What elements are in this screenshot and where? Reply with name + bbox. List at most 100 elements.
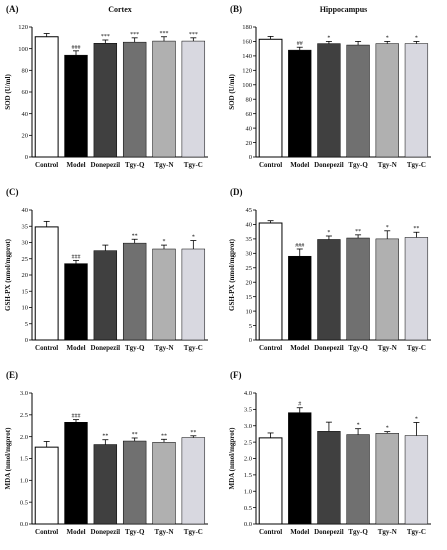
y-tick-label: 40 <box>246 125 253 132</box>
bar-model <box>288 255 312 341</box>
x-tick-label: Tgy-Q <box>348 528 368 536</box>
y-tick-label: 0 <box>25 154 28 161</box>
significance-label: * <box>163 239 166 245</box>
chart-panel-6: (F) MDA (nmol/mgprot) 0.0 0.5 1.0 1.5 2.0 2.5 3.… <box>228 370 431 536</box>
bar-control <box>258 437 283 525</box>
y-axis-label: SOD (U/ml) <box>4 74 12 110</box>
x-tick-label: Tgy-N <box>378 344 397 352</box>
bar-tgy-c <box>181 437 206 525</box>
y-tick-label: 10 <box>22 305 29 312</box>
y-tick-label: 60 <box>246 111 253 118</box>
y-tick-label: 5 <box>25 321 28 328</box>
significance-label: *** <box>130 32 139 38</box>
significance-label: ** <box>102 434 108 440</box>
x-tick-label: Tgy-Q <box>125 528 145 536</box>
x-tick-label: Control <box>259 161 282 169</box>
y-tick-label: 3.5 <box>244 407 252 414</box>
x-tick-label: Donepezil <box>314 161 344 169</box>
bar-model <box>288 49 312 158</box>
chart-panel-4: (D) GSH-PX (nmol/mgprot) 0 5 10 15 20 25 30 35 40 4… <box>228 187 431 352</box>
bar-donepezil <box>317 431 341 525</box>
x-tick-label: Control <box>259 528 282 536</box>
y-tick-label: 20 <box>246 279 253 286</box>
bar-tgy-q <box>122 440 147 525</box>
x-tick-label: Control <box>35 344 58 352</box>
chart-title: Cortex <box>108 5 132 14</box>
x-tick-label: Tgy-Q <box>348 344 368 352</box>
y-tick-label: 2.0 <box>20 434 28 441</box>
x-tick-label: Model <box>66 344 85 352</box>
significance-label: * <box>192 235 195 241</box>
x-tick-label: Donepezil <box>314 344 344 352</box>
bar-tgy-q <box>346 44 370 158</box>
significance-label: * <box>357 423 360 429</box>
y-tick-label: 80 <box>246 96 253 103</box>
y-tick-label: 60 <box>22 89 29 96</box>
x-tick-label: Donepezil <box>91 528 121 536</box>
y-tick-label: 2.5 <box>20 412 28 419</box>
x-tick-label: Model <box>290 161 309 169</box>
x-tick-label: Tgy-N <box>154 161 173 169</box>
significance-label: ** <box>161 433 167 439</box>
y-tick-label: 1.5 <box>244 472 252 479</box>
significance-label: *** <box>160 31 169 37</box>
bar-tgy-c <box>404 237 429 341</box>
x-tick-label: Donepezil <box>91 344 121 352</box>
bar-tgy-n <box>152 248 176 341</box>
y-tick-label: 100 <box>18 46 28 53</box>
significance-label: ** <box>132 233 138 239</box>
x-tick-label: Tgy-C <box>184 528 203 536</box>
significance-label: * <box>327 35 330 41</box>
y-tick-label: 35 <box>22 223 29 230</box>
x-tick-label: Tgy-C <box>184 161 203 169</box>
significance-label: ### <box>72 254 81 260</box>
y-tick-label: 0 <box>249 337 252 344</box>
x-tick-label: Tgy-Q <box>125 161 145 169</box>
x-tick-label: Model <box>66 528 85 536</box>
x-tick-label: Control <box>35 528 58 536</box>
y-tick-label: 0 <box>249 154 252 161</box>
panel-letter: (E) <box>6 370 18 380</box>
y-tick-label: 40 <box>22 207 29 214</box>
y-tick-label: 2.5 <box>244 439 252 446</box>
y-axis-label: SOD (U/ml) <box>228 74 236 110</box>
panel-letter: (F) <box>230 370 242 380</box>
x-tick-label: Tgy-N <box>378 528 397 536</box>
x-tick-label: Model <box>66 161 85 169</box>
y-tick-label: 0 <box>25 337 28 344</box>
y-tick-label: 1.0 <box>244 488 252 495</box>
significance-label: ** <box>413 226 419 232</box>
bar-donepezil <box>317 43 341 158</box>
y-tick-label: 30 <box>246 251 253 258</box>
significance-label: # <box>298 402 301 408</box>
y-tick-label: 40 <box>246 222 253 229</box>
y-tick-label: 80 <box>22 68 29 75</box>
y-tick-label: 5 <box>249 323 252 330</box>
x-tick-label: Donepezil <box>91 161 121 169</box>
x-tick-label: Tgy-N <box>378 161 397 169</box>
chart-title: Hippocampus <box>320 5 368 14</box>
bar-tgy-q <box>122 242 147 341</box>
y-tick-label: 15 <box>246 294 253 301</box>
x-tick-label: Tgy-Q <box>348 161 368 169</box>
significance-label: ## <box>297 41 303 47</box>
y-tick-label: 20 <box>22 133 29 140</box>
significance-label: ** <box>132 432 138 438</box>
bar-control <box>34 36 59 158</box>
y-tick-label: 120 <box>18 24 28 31</box>
bar-donepezil <box>317 239 341 341</box>
y-tick-label: 3.0 <box>244 423 252 430</box>
significance-label: ### <box>72 414 81 420</box>
y-tick-label: 40 <box>22 111 29 118</box>
bar-tgy-c <box>181 40 206 158</box>
y-tick-label: 180 <box>242 24 252 31</box>
x-tick-label: Control <box>259 344 282 352</box>
y-tick-label: 20 <box>22 272 29 279</box>
significance-label: *** <box>189 32 198 38</box>
bar-control <box>258 38 283 158</box>
bar-model <box>64 263 88 341</box>
y-tick-label: 1.0 <box>20 478 28 485</box>
y-tick-label: 25 <box>22 256 29 263</box>
bar-tgy-n <box>152 40 176 158</box>
